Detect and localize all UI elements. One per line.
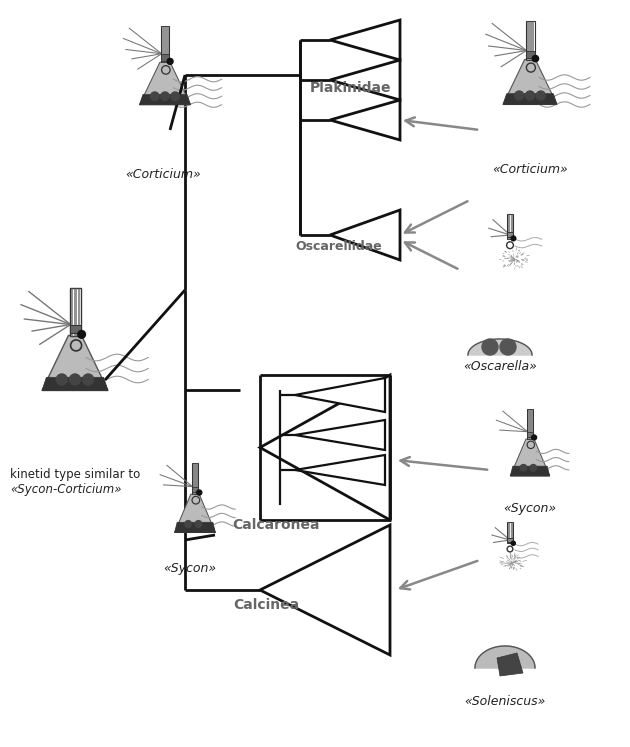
Polygon shape xyxy=(503,60,557,105)
Circle shape xyxy=(525,91,534,100)
Circle shape xyxy=(515,91,524,100)
Text: Calcaronea: Calcaronea xyxy=(232,518,319,532)
Circle shape xyxy=(536,91,546,100)
FancyBboxPatch shape xyxy=(69,324,81,333)
FancyBboxPatch shape xyxy=(192,463,198,495)
Text: «Sycon-Corticium»: «Sycon-Corticium» xyxy=(10,483,122,496)
Text: «Sycon»: «Sycon» xyxy=(503,502,556,515)
Polygon shape xyxy=(139,62,190,105)
Text: Oscarellidae: Oscarellidae xyxy=(295,241,382,253)
FancyBboxPatch shape xyxy=(507,232,513,237)
Circle shape xyxy=(167,58,173,64)
Polygon shape xyxy=(503,93,557,105)
Polygon shape xyxy=(475,646,535,668)
Polygon shape xyxy=(260,525,390,655)
Circle shape xyxy=(197,490,202,495)
Circle shape xyxy=(185,521,192,527)
Polygon shape xyxy=(497,653,523,676)
Circle shape xyxy=(69,374,81,385)
Circle shape xyxy=(161,92,169,101)
Circle shape xyxy=(511,542,515,545)
Polygon shape xyxy=(510,439,550,476)
Text: kinetid type similar to: kinetid type similar to xyxy=(10,468,140,481)
Circle shape xyxy=(195,521,202,527)
FancyBboxPatch shape xyxy=(161,54,169,61)
Polygon shape xyxy=(295,420,385,450)
FancyBboxPatch shape xyxy=(507,214,513,239)
Circle shape xyxy=(530,465,537,471)
Text: «Sycon»: «Sycon» xyxy=(163,562,217,575)
Text: «Corticium»: «Corticium» xyxy=(125,168,201,181)
Text: Calcinea: Calcinea xyxy=(233,598,299,612)
Polygon shape xyxy=(42,377,108,391)
Polygon shape xyxy=(468,339,532,355)
Circle shape xyxy=(77,331,86,338)
Circle shape xyxy=(151,92,159,101)
Circle shape xyxy=(511,236,516,241)
Circle shape xyxy=(482,339,498,355)
FancyBboxPatch shape xyxy=(527,409,533,439)
FancyBboxPatch shape xyxy=(192,486,198,492)
Polygon shape xyxy=(330,100,400,140)
Polygon shape xyxy=(139,95,190,105)
Circle shape xyxy=(83,374,94,385)
Text: «Oscarella»: «Oscarella» xyxy=(463,360,537,373)
Circle shape xyxy=(520,465,527,471)
Circle shape xyxy=(171,92,180,101)
Circle shape xyxy=(532,55,539,62)
Text: «Soleniscus»: «Soleniscus» xyxy=(464,695,546,708)
Circle shape xyxy=(532,435,537,440)
Polygon shape xyxy=(295,378,385,412)
FancyBboxPatch shape xyxy=(525,21,534,60)
FancyBboxPatch shape xyxy=(527,432,533,437)
Polygon shape xyxy=(175,495,215,533)
Polygon shape xyxy=(330,210,400,260)
Polygon shape xyxy=(260,375,390,520)
Polygon shape xyxy=(42,335,108,391)
Text: Plakinidae: Plakinidae xyxy=(310,81,391,95)
FancyBboxPatch shape xyxy=(161,25,169,62)
Text: «Corticium»: «Corticium» xyxy=(492,163,568,176)
FancyBboxPatch shape xyxy=(69,288,81,335)
Polygon shape xyxy=(330,20,400,60)
Polygon shape xyxy=(510,466,550,476)
Polygon shape xyxy=(175,522,215,533)
Circle shape xyxy=(56,374,67,385)
Polygon shape xyxy=(295,455,385,485)
Polygon shape xyxy=(330,60,400,100)
FancyBboxPatch shape xyxy=(507,522,513,543)
Circle shape xyxy=(500,339,516,355)
FancyBboxPatch shape xyxy=(525,51,534,58)
FancyBboxPatch shape xyxy=(507,539,513,542)
